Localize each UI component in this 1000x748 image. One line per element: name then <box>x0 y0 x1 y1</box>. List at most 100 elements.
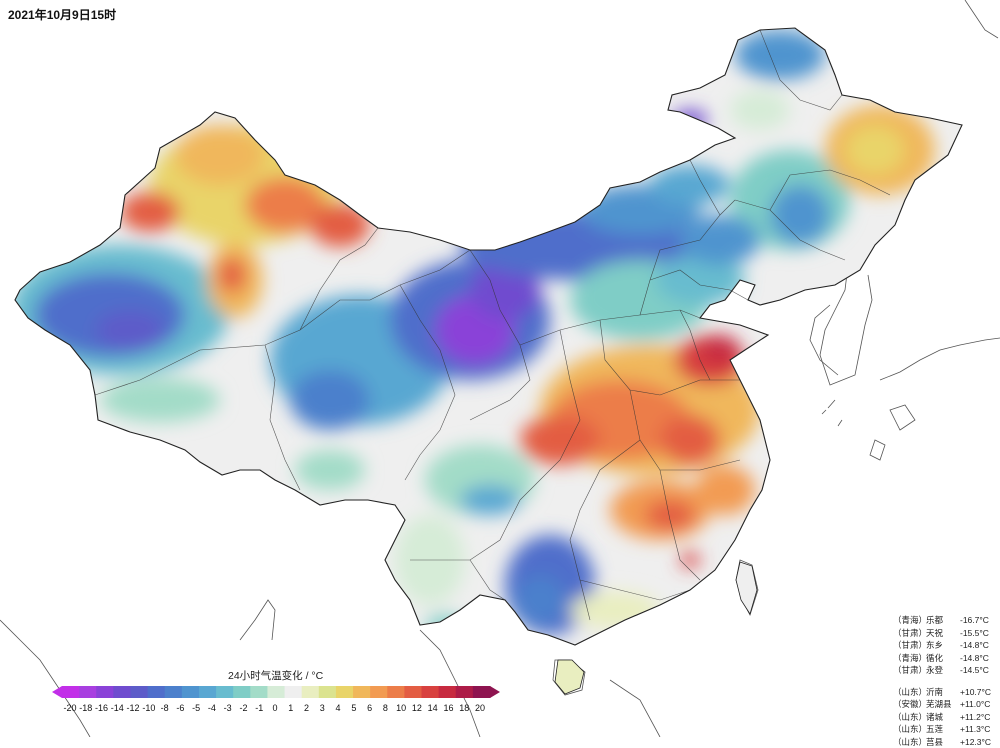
station-value: -15.5°C <box>960 627 1000 640</box>
legend-swatch <box>387 686 405 698</box>
station-province: （甘肃） <box>893 664 926 677</box>
legend-swatch <box>182 686 200 698</box>
legend-swatch <box>319 686 337 698</box>
legend-swatch <box>113 686 131 698</box>
station-value: -14.8°C <box>960 639 1000 652</box>
legend-arrow-min <box>52 686 62 698</box>
station-province: （青海） <box>893 614 926 627</box>
station-row: （山东）诸城+11.2°C <box>893 711 1000 724</box>
station-row: （山东）莒县+12.3°C <box>893 736 1000 748</box>
legend-swatch <box>285 686 303 698</box>
legend-tick-label: 16 <box>443 703 453 713</box>
coldest-stations-list: （青海）乐都-16.7°C（甘肃）天祝-15.5°C（甘肃）东乡-14.8°C（… <box>893 614 1000 677</box>
warmest-stations-list: （山东）沂南+10.7°C（安徽）芜湖县+11.0°C（山东）诸城+11.2°C… <box>893 686 1000 748</box>
station-row: （青海）循化-14.8°C <box>893 652 1000 665</box>
station-value: -16.7°C <box>960 614 1000 627</box>
station-row: （青海）乐都-16.7°C <box>893 614 1000 627</box>
legend-tick-label: -12 <box>127 703 140 713</box>
legend-swatch <box>267 686 285 698</box>
station-province: （安徽） <box>893 698 926 711</box>
station-row: （安徽）芜湖县+11.0°C <box>893 698 1000 711</box>
station-name: 莒县 <box>926 736 960 748</box>
legend-tick-label: 3 <box>320 703 325 713</box>
legend-tick-label: 0 <box>272 703 277 713</box>
legend-swatch <box>96 686 114 698</box>
station-row: （甘肃）永登-14.5°C <box>893 664 1000 677</box>
legend-swatch <box>456 686 474 698</box>
legend-tick-label: -20 <box>63 703 76 713</box>
legend-swatch <box>473 686 491 698</box>
station-name: 永登 <box>926 664 960 677</box>
map-timestamp: 2021年10月9日15时 <box>8 6 116 23</box>
legend-tick-label: -4 <box>208 703 216 713</box>
station-province: （青海） <box>893 652 926 665</box>
legend-tick-label: 10 <box>396 703 406 713</box>
station-value: +11.2°C <box>960 711 1000 724</box>
station-province: （山东） <box>893 711 926 724</box>
station-name: 东乡 <box>926 639 960 652</box>
legend-tick-label: -1 <box>255 703 263 713</box>
station-value: +10.7°C <box>960 686 1000 699</box>
station-name: 五莲 <box>926 723 960 736</box>
legend-tick-label: 4 <box>336 703 341 713</box>
station-value: +12.3°C <box>960 736 1000 748</box>
station-extremes-table: （青海）乐都-16.7°C（甘肃）天祝-15.5°C（甘肃）东乡-14.8°C（… <box>893 614 1000 748</box>
legend-tick-label: 6 <box>367 703 372 713</box>
legend-swatch <box>79 686 97 698</box>
legend-swatch <box>233 686 251 698</box>
station-name: 芜湖县 <box>926 698 960 711</box>
station-name: 天祝 <box>926 627 960 640</box>
legend-tick-label: -18 <box>79 703 92 713</box>
station-province: （山东） <box>893 686 926 699</box>
station-province: （山东） <box>893 723 926 736</box>
station-name: 沂南 <box>926 686 960 699</box>
legend-tick-label: 14 <box>428 703 438 713</box>
legend-tick-label: 2 <box>304 703 309 713</box>
legend-swatch <box>165 686 183 698</box>
legend-swatch <box>199 686 217 698</box>
legend-tick-label: -8 <box>161 703 169 713</box>
legend-title: 24小时气温变化 / °C <box>228 668 323 683</box>
legend-tick-label: -16 <box>95 703 108 713</box>
station-value: -14.5°C <box>960 664 1000 677</box>
station-value: +11.0°C <box>960 698 1000 711</box>
legend-swatch <box>422 686 440 698</box>
legend-tick-label: -3 <box>224 703 232 713</box>
legend-swatch <box>370 686 388 698</box>
legend-tick-label: -5 <box>192 703 200 713</box>
legend-arrow-max <box>490 686 500 698</box>
legend-swatch <box>336 686 354 698</box>
legend-swatch <box>404 686 422 698</box>
station-row: （山东）五莲+11.3°C <box>893 723 1000 736</box>
legend-tick-label: -6 <box>176 703 184 713</box>
legend-swatch <box>439 686 457 698</box>
legend-tick-label: 12 <box>412 703 422 713</box>
legend-swatch <box>250 686 268 698</box>
station-name: 诸城 <box>926 711 960 724</box>
legend-swatch <box>216 686 234 698</box>
station-value: -14.8°C <box>960 652 1000 665</box>
legend-swatch <box>302 686 320 698</box>
station-value: +11.3°C <box>960 723 1000 736</box>
station-name: 循化 <box>926 652 960 665</box>
legend-swatch <box>62 686 80 698</box>
legend-swatch <box>148 686 166 698</box>
legend-tick-label: 5 <box>351 703 356 713</box>
station-row: （甘肃）天祝-15.5°C <box>893 627 1000 640</box>
station-province: （甘肃） <box>893 627 926 640</box>
legend-swatch <box>130 686 148 698</box>
station-province: （山东） <box>893 736 926 748</box>
color-legend-bar <box>52 686 500 698</box>
station-province: （甘肃） <box>893 639 926 652</box>
station-row: （甘肃）东乡-14.8°C <box>893 639 1000 652</box>
legend-tick-label: -10 <box>142 703 155 713</box>
legend-tick-label: 18 <box>459 703 469 713</box>
station-row: （山东）沂南+10.7°C <box>893 686 1000 699</box>
station-name: 乐都 <box>926 614 960 627</box>
legend-swatch <box>353 686 371 698</box>
legend-tick-label: -14 <box>111 703 124 713</box>
legend-tick-label: 8 <box>383 703 388 713</box>
